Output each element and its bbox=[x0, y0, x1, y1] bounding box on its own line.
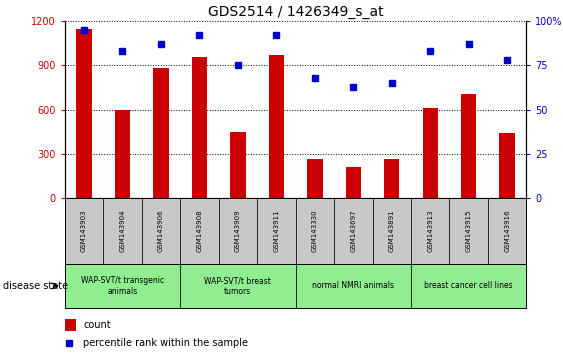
Bar bbox=[307, 159, 323, 198]
Bar bbox=[103, 198, 142, 264]
Bar bbox=[218, 198, 257, 264]
Bar bbox=[488, 198, 526, 264]
Bar bbox=[269, 55, 284, 198]
Text: GSM143697: GSM143697 bbox=[350, 210, 356, 252]
Bar bbox=[411, 198, 449, 264]
Text: disease state: disease state bbox=[3, 281, 68, 291]
Bar bbox=[115, 110, 130, 198]
Text: GSM143906: GSM143906 bbox=[158, 210, 164, 252]
Bar bbox=[257, 198, 296, 264]
Text: normal NMRI animals: normal NMRI animals bbox=[312, 281, 394, 290]
Bar bbox=[191, 57, 207, 198]
Text: GSM143903: GSM143903 bbox=[81, 210, 87, 252]
Text: count: count bbox=[83, 320, 111, 330]
Bar bbox=[142, 198, 180, 264]
Bar bbox=[499, 133, 515, 198]
Bar bbox=[346, 167, 361, 198]
Text: breast cancer cell lines: breast cancer cell lines bbox=[425, 281, 513, 290]
Text: percentile rank within the sample: percentile rank within the sample bbox=[83, 338, 248, 348]
Text: WAP-SVT/t transgenic
animals: WAP-SVT/t transgenic animals bbox=[81, 276, 164, 296]
Title: GDS2514 / 1426349_s_at: GDS2514 / 1426349_s_at bbox=[208, 5, 383, 19]
Bar bbox=[296, 264, 411, 308]
Bar bbox=[230, 132, 245, 198]
Bar bbox=[423, 108, 438, 198]
Bar bbox=[153, 68, 169, 198]
Text: GSM143915: GSM143915 bbox=[466, 210, 472, 252]
Bar bbox=[334, 198, 373, 264]
Bar bbox=[65, 319, 77, 331]
Text: GSM143913: GSM143913 bbox=[427, 210, 433, 252]
Bar bbox=[77, 29, 92, 198]
Text: GSM143904: GSM143904 bbox=[119, 210, 126, 252]
Text: GSM143891: GSM143891 bbox=[389, 210, 395, 252]
Bar bbox=[373, 198, 411, 264]
Bar bbox=[411, 264, 526, 308]
Text: GSM143908: GSM143908 bbox=[196, 210, 202, 252]
Text: GSM143330: GSM143330 bbox=[312, 210, 318, 252]
Text: GSM143916: GSM143916 bbox=[504, 210, 510, 252]
Bar bbox=[384, 159, 400, 198]
Bar bbox=[461, 93, 476, 198]
Text: GSM143909: GSM143909 bbox=[235, 210, 241, 252]
Text: WAP-SVT/t breast
tumors: WAP-SVT/t breast tumors bbox=[204, 276, 271, 296]
Text: GSM143911: GSM143911 bbox=[274, 210, 279, 252]
Bar bbox=[65, 198, 103, 264]
Bar bbox=[65, 264, 180, 308]
Bar bbox=[180, 264, 296, 308]
Bar bbox=[180, 198, 218, 264]
Bar bbox=[449, 198, 488, 264]
Bar bbox=[296, 198, 334, 264]
